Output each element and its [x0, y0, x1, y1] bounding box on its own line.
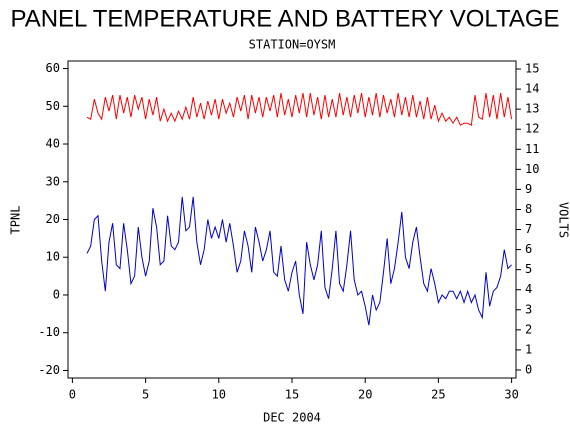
x-tick-label: 5	[142, 388, 149, 402]
x-tick-label: 15	[285, 388, 299, 402]
x-tick-label: 10	[212, 388, 226, 402]
y2-axis-label: VOLTS	[557, 202, 570, 238]
series-line	[86, 93, 513, 126]
y-tick-label: 30	[46, 174, 60, 188]
y-tick-label: 40	[46, 137, 60, 151]
y2-tick-label: 10	[525, 162, 539, 176]
y2-tick-label: 8	[525, 202, 532, 216]
y-tick-label: -20	[38, 363, 60, 377]
x-tick-label: 25	[431, 388, 445, 402]
chart-subtitle: STATION=OYSM	[249, 38, 336, 52]
y2-tick-label: 4	[525, 282, 532, 296]
x-axis-label: DEC 2004	[263, 411, 321, 425]
y2-tick-label: 0	[525, 362, 532, 376]
y2-tick-label: 12	[525, 122, 539, 136]
y-axis-label: TPNL	[9, 206, 23, 235]
y-tick-label: 10	[46, 250, 60, 264]
y2-tick-label: 9	[525, 182, 532, 196]
y-tick-label: 0	[53, 287, 60, 301]
y2-tick-label: 1	[525, 342, 532, 356]
y2-tick-label: 14	[525, 82, 539, 96]
y-tick-label: 20	[46, 212, 60, 226]
x-tick-label: 20	[358, 388, 372, 402]
y-tick-label: -10	[38, 325, 60, 339]
x-tick-label: 30	[504, 388, 518, 402]
y2-tick-label: 7	[525, 222, 532, 236]
y2-tick-label: 2	[525, 322, 532, 336]
y2-tick-label: 15	[525, 62, 539, 76]
y2-tick-label: 3	[525, 302, 532, 316]
y2-tick-label: 6	[525, 242, 532, 256]
chart-title: PANEL TEMPERATURE AND BATTERY VOLTAGE	[10, 5, 559, 32]
y2-tick-label: 5	[525, 262, 532, 276]
y-tick-label: 50	[46, 99, 60, 113]
y-tick-label: 60	[46, 61, 60, 75]
y2-tick-label: 13	[525, 102, 539, 116]
x-tick-label: 0	[69, 388, 76, 402]
series-line	[86, 196, 512, 326]
y2-tick-label: 11	[525, 142, 539, 156]
plot-frame	[67, 60, 517, 379]
